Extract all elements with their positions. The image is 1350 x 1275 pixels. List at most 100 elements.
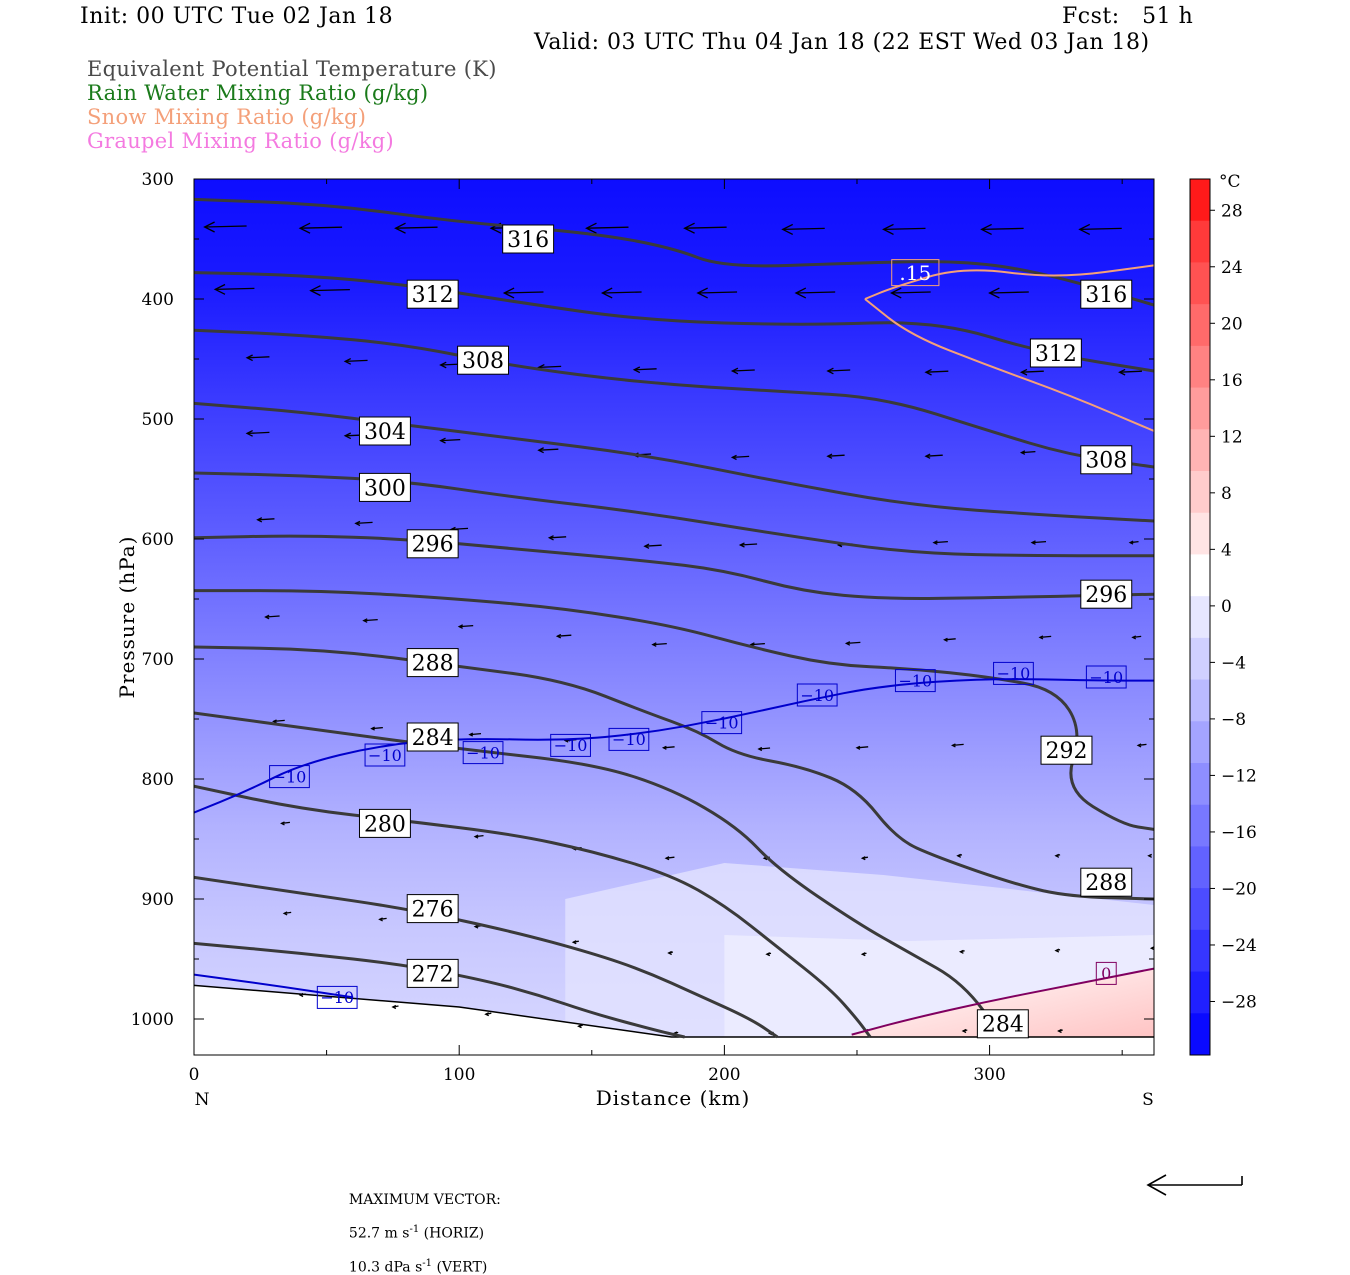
theta-e-label: 292 (1045, 739, 1087, 764)
wind-vector-head (738, 542, 745, 548)
wind-vector-head (826, 367, 834, 375)
wind-vector (932, 540, 948, 545)
wind-vector (245, 430, 270, 437)
wind-vector-head (577, 1024, 582, 1029)
isotherm-label: −10 (997, 664, 1031, 683)
wind-vector-head (943, 637, 948, 642)
wind-vector-shaft (732, 455, 750, 459)
wind-vector-head (932, 540, 938, 545)
wind-vector-head (473, 924, 479, 929)
theta-e-contour-308 (194, 328, 1154, 469)
wind-vector (343, 358, 368, 365)
wind-vector (757, 746, 771, 752)
wind-vector (696, 287, 738, 299)
wind-vector (860, 856, 869, 861)
wind-vector-head (1019, 450, 1026, 455)
isotherm-label: −10 (466, 743, 500, 762)
wind-vector-shaft (557, 634, 572, 637)
wind-vector-head (730, 367, 739, 375)
plot-frame (193, 178, 1155, 1056)
legend-rain-water: Rain Water Mixing Ratio (g/kg) (87, 81, 429, 105)
isotherm-label: −10 (898, 671, 932, 690)
colorbar-tick-label: −4 (1221, 653, 1246, 673)
y-tick-label: 300 (142, 170, 174, 190)
wind-vector-shaft (697, 291, 738, 294)
wind-vector-shaft (856, 746, 869, 749)
footer-max-vector: MAXIMUM VECTOR: 52.7 m s-1 (HORIZ) 10.3 … (340, 1176, 501, 1275)
wind-vector (924, 453, 943, 459)
y-tick-label: 500 (142, 410, 174, 430)
theta-e-contour-316 (194, 197, 1154, 307)
wind-vector-shaft (684, 226, 727, 229)
wind-vector-head (272, 719, 277, 724)
wind-vector-shaft (663, 746, 675, 749)
colorbar-tick-label: −16 (1221, 823, 1257, 843)
colorbar-segment (1190, 971, 1210, 1014)
wind-vector-head (439, 437, 446, 444)
wind-vector-head (826, 453, 833, 459)
wind-vector-head (667, 950, 672, 956)
theta-e-contour-312 (194, 271, 1154, 373)
wind-vector-shaft (652, 642, 667, 646)
wind-vector-head (632, 366, 641, 374)
wind-vector-head (298, 222, 311, 234)
isotherm-label-box (462, 741, 504, 765)
wind-vector-head (256, 517, 263, 523)
theta-e-label-box (502, 224, 555, 254)
wind-vector-shaft (247, 356, 270, 359)
colorbar-segment (1190, 804, 1210, 847)
wind-vector-head (457, 624, 463, 629)
wind-vector-shaft (952, 743, 964, 747)
theta-e-label: 288 (412, 652, 454, 677)
wind-vector-head (855, 745, 861, 750)
wind-vector-head (696, 287, 708, 299)
wind-vector (264, 614, 280, 620)
wind-vector (280, 821, 290, 826)
isotherm-label-box (608, 727, 650, 751)
wind-vector-shaft (827, 369, 851, 372)
wind-vector-shaft (538, 365, 562, 369)
theta-e-label-box (457, 345, 510, 375)
wind-vector (1054, 948, 1061, 953)
theta-e-label: 312 (1035, 342, 1077, 367)
wind-vector (730, 367, 755, 375)
wind-vector-shaft (602, 291, 642, 294)
legend-snow: Snow Mixing Ratio (g/kg) (87, 105, 367, 129)
wind-vector-head (600, 287, 613, 299)
wind-vector-head (473, 834, 479, 839)
colorbar-segment (1190, 721, 1210, 764)
colorbar-tick-label: 4 (1221, 540, 1232, 560)
wind-vector-shaft (345, 359, 368, 363)
init-time: Init: 00 UTC Tue 02 Jan 18 (80, 4, 394, 29)
x-end-label-north: N (195, 1090, 210, 1110)
wind-vector-head (956, 853, 962, 858)
wind-vector-shaft (1119, 370, 1142, 373)
colorbar-tick-label: 16 (1221, 371, 1243, 391)
wind-vector (765, 952, 772, 957)
wind-vector-head (1078, 223, 1091, 235)
wind-vector-head (950, 743, 956, 748)
wind-vector-head (664, 856, 670, 861)
wind-vector-head (924, 368, 932, 376)
wind-vector-shaft (989, 291, 1029, 294)
theta-e-label-box (358, 808, 411, 838)
colorbar-tick-label: 20 (1221, 314, 1243, 334)
wind-vector-shaft (459, 624, 474, 628)
wind-vector (213, 283, 255, 295)
wind-vector-shaft (1039, 635, 1052, 639)
theta-e-label: 284 (982, 1013, 1024, 1038)
wind-vector-head (882, 223, 894, 235)
wind-vector (826, 367, 851, 375)
wind-vector (1131, 635, 1142, 640)
wind-vector (661, 745, 675, 750)
wind-vector-head (1054, 853, 1060, 858)
wind-vector-head (1147, 853, 1152, 858)
wind-vector-head (439, 361, 447, 369)
wind-vector (439, 437, 461, 444)
wind-vector (1118, 368, 1142, 376)
wind-vector-head (537, 447, 544, 454)
wind-vector-shaft (300, 226, 343, 229)
colorbar-segment (1190, 262, 1210, 305)
theta-e-label: 316 (507, 228, 549, 253)
wind-vector (651, 642, 667, 647)
